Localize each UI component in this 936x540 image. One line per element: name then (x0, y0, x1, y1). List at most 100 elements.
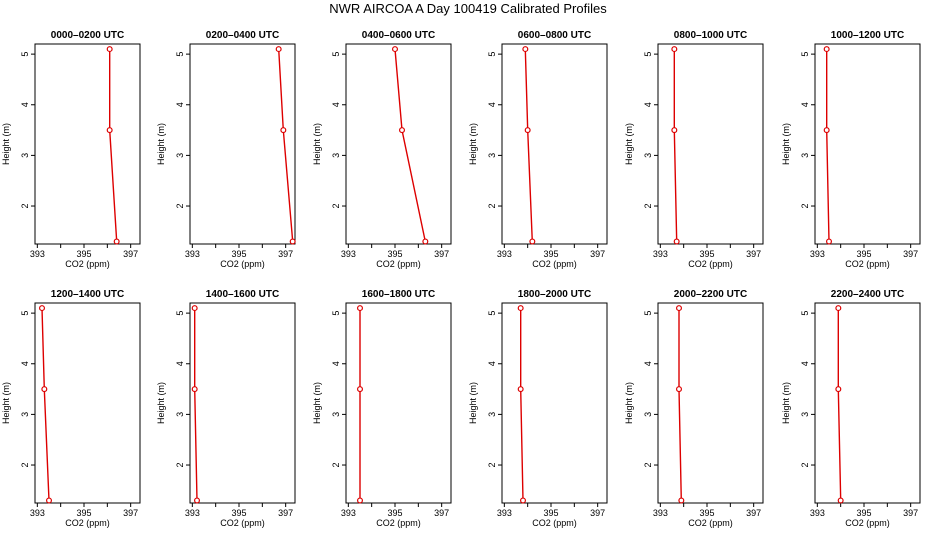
x-tick-label: 395 (387, 249, 402, 259)
x-tick-label: 395 (543, 508, 558, 518)
y-tick-label: 4 (487, 361, 497, 366)
y-tick-label: 3 (175, 153, 185, 158)
y-tick-label: 2 (643, 463, 653, 468)
plot-frame (501, 43, 608, 245)
panel-title: 0400–0600 UTC (362, 30, 435, 41)
y-tick-label: 5 (643, 52, 653, 57)
data-point (422, 238, 429, 245)
plot-frame (657, 302, 764, 504)
data-point (399, 127, 406, 134)
x-tick-label: 395 (231, 508, 246, 518)
data-point (517, 305, 524, 312)
panel-title: 1200–1400 UTC (51, 289, 124, 300)
y-tick-label: 2 (487, 204, 497, 209)
data-point (675, 386, 682, 393)
y-tick-label: 5 (487, 52, 497, 57)
data-point (835, 305, 842, 312)
data-point (837, 497, 844, 504)
y-axis-label: Height (m) (781, 123, 791, 165)
x-tick-label: 397 (278, 508, 293, 518)
panel-05: 0800–1000 UTC 393 395 397 CO2 (ppm) 2 3 4 5 Heigh… (624, 30, 764, 269)
y-tick-label: 2 (331, 463, 341, 468)
y-tick-label: 4 (800, 361, 810, 366)
panel-title: 1600–1800 UTC (362, 289, 435, 300)
y-tick-label: 4 (331, 102, 341, 107)
panel-04: 0600–0800 UTC 393 395 397 CO2 (ppm) 2 3 4 5 Heigh… (468, 30, 608, 269)
data-point (113, 238, 120, 245)
profile-line (193, 308, 198, 501)
data-point (823, 46, 830, 53)
data-point (194, 497, 201, 504)
y-tick-label: 4 (20, 361, 30, 366)
y-tick-label: 5 (175, 52, 185, 57)
y-tick-label: 2 (487, 463, 497, 468)
y-tick-label: 5 (175, 311, 185, 316)
x-tick-label: 395 (231, 249, 246, 259)
y-axis-label: Height (m) (624, 123, 634, 165)
x-axis-label: CO2 (ppm) (845, 518, 890, 528)
y-tick-label: 2 (800, 204, 810, 209)
data-point (191, 386, 198, 393)
data-point (357, 386, 364, 393)
data-point (519, 497, 526, 504)
data-point (41, 386, 48, 393)
x-axis-label: CO2 (ppm) (65, 259, 110, 269)
data-point (675, 305, 682, 312)
x-tick-label: 395 (856, 508, 871, 518)
y-tick-label: 4 (643, 361, 653, 366)
y-tick-label: 4 (331, 361, 341, 366)
data-point (392, 46, 399, 53)
data-point (357, 305, 364, 312)
x-tick-label: 393 (341, 249, 356, 259)
data-point (517, 386, 524, 393)
profile-line (108, 49, 118, 242)
y-tick-label: 2 (20, 204, 30, 209)
data-point (522, 46, 529, 53)
panel-title: 1800–2000 UTC (518, 289, 591, 300)
y-tick-label: 3 (20, 412, 30, 417)
panel-12: 2200–2400 UTC 393 395 397 CO2 (ppm) 2 3 4 5 Heigh… (781, 289, 921, 528)
data-point (106, 46, 113, 53)
panel-03: 0400–0600 UTC 393 395 397 CO2 (ppm) 2 3 4 5 Heigh… (312, 30, 452, 269)
y-tick-label: 3 (800, 153, 810, 158)
x-tick-label: 395 (699, 508, 714, 518)
y-axis-label: Height (m) (156, 123, 166, 165)
x-tick-label: 393 (497, 508, 512, 518)
panel-title: 0200–0400 UTC (206, 30, 279, 41)
x-tick-label: 397 (746, 249, 761, 259)
profile-line (394, 49, 426, 242)
panel-09: 1600–1800 UTC 393 395 397 CO2 (ppm) 2 3 4 5 Heigh… (312, 289, 452, 528)
y-tick-label: 2 (175, 204, 185, 209)
plot-frame (34, 43, 141, 245)
x-tick-label: 393 (185, 249, 200, 259)
plot-frame (34, 302, 141, 504)
x-axis-label: CO2 (ppm) (845, 259, 890, 269)
x-tick-label: 395 (543, 249, 558, 259)
y-tick-label: 4 (800, 102, 810, 107)
profile-line (278, 49, 294, 242)
data-point (106, 127, 113, 134)
y-tick-label: 3 (643, 153, 653, 158)
y-tick-label: 5 (800, 311, 810, 316)
y-tick-label: 4 (175, 102, 185, 107)
x-axis-label: CO2 (ppm) (220, 259, 265, 269)
y-tick-label: 4 (20, 102, 30, 107)
y-tick-label: 5 (20, 52, 30, 57)
x-tick-label: 395 (76, 508, 91, 518)
y-tick-label: 5 (800, 52, 810, 57)
y-tick-label: 4 (175, 361, 185, 366)
panel-title: 2200–2400 UTC (831, 289, 904, 300)
y-tick-label: 4 (643, 102, 653, 107)
profile-line (837, 308, 842, 501)
y-tick-label: 2 (20, 463, 30, 468)
x-tick-label: 397 (434, 249, 449, 259)
panel-11: 2000–2200 UTC 393 395 397 CO2 (ppm) 2 3 4 5 Heigh… (624, 289, 764, 528)
y-tick-label: 3 (643, 412, 653, 417)
y-tick-label: 5 (331, 52, 341, 57)
data-point (38, 305, 45, 312)
x-tick-label: 393 (30, 249, 45, 259)
plot-frame (814, 302, 921, 504)
x-tick-label: 393 (810, 249, 825, 259)
data-point (678, 497, 685, 504)
x-tick-label: 393 (653, 249, 668, 259)
